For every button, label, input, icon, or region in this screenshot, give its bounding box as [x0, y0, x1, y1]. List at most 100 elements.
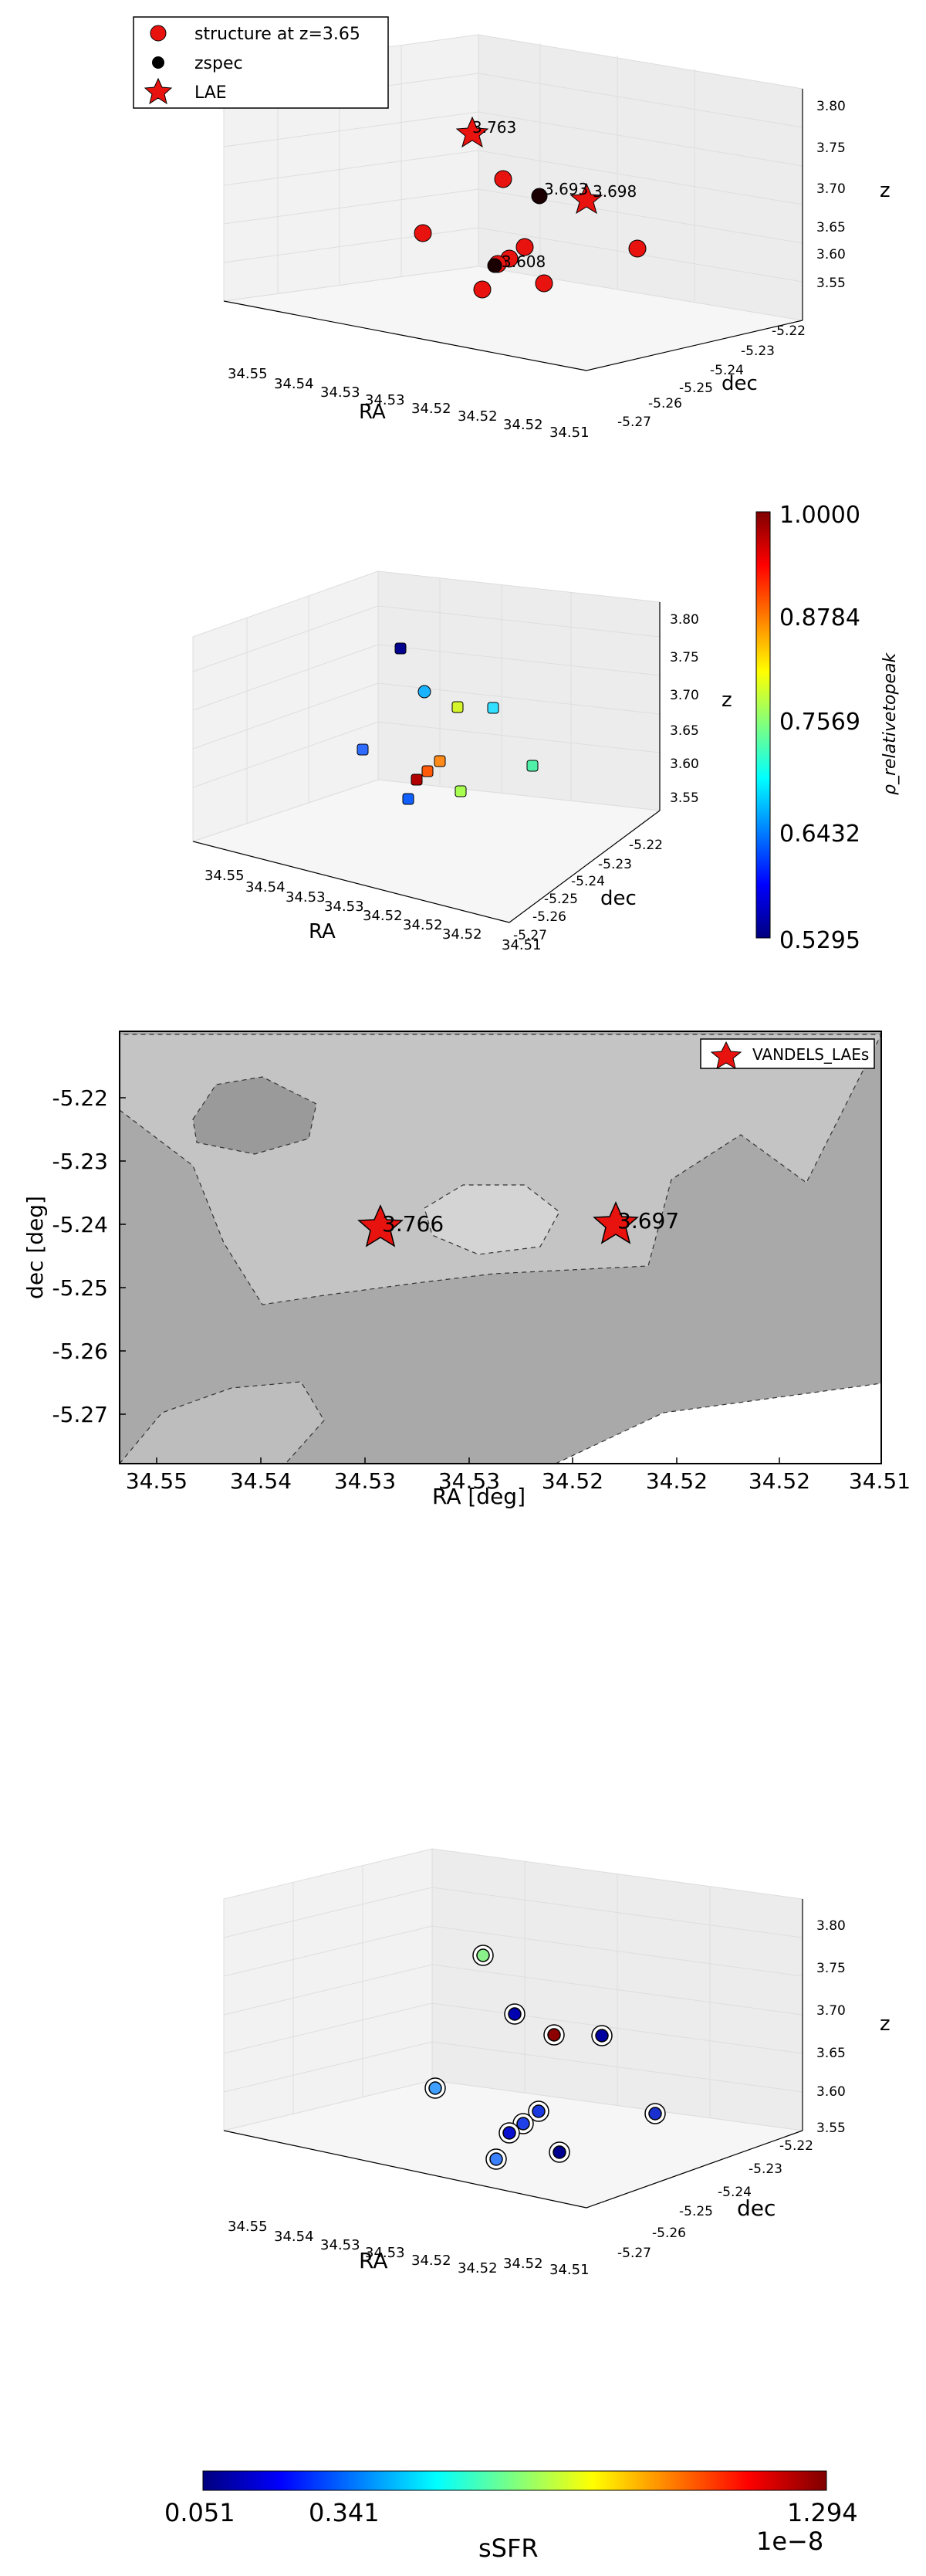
dec-tick: -5.25 — [544, 892, 578, 907]
ra-tick: 34.53 — [320, 384, 360, 401]
ra-tick: 34.52 — [411, 401, 451, 417]
ra-tick: 34.52 — [458, 408, 498, 425]
ra-tick: 34.52 — [363, 908, 403, 924]
density-point — [357, 743, 369, 756]
ra-tick: 34.54 — [245, 879, 286, 895]
panel4-z-label: z — [880, 2012, 891, 2036]
dec-tick: -5.23 — [749, 2161, 782, 2177]
ra-tick: 34.53 — [365, 392, 405, 408]
z-tick: 3.80 — [816, 99, 846, 114]
density-point — [394, 642, 407, 655]
ssfr-point — [424, 2077, 446, 2099]
panel4-z-ticks: 3.80 3.75 3.70 3.65 3.60 3.55 — [816, 1918, 846, 2136]
panel2-z-label: z — [722, 689, 732, 712]
ra-tick: 34.52 — [749, 1468, 810, 1494]
panel1-3d-scatter: structure at z=3.65 zspec LAE 3.80 3.75 … — [133, 16, 891, 441]
density-point — [417, 685, 431, 699]
z-tick: 3.70 — [670, 688, 699, 703]
z-tick: 3.70 — [816, 181, 846, 197]
panel3-xlabel: RA [deg] — [432, 1484, 526, 1509]
dec-tick: -5.25 — [679, 2204, 713, 2219]
dec-tick: -5.26 — [648, 396, 682, 411]
ra-tick: 34.54 — [274, 376, 314, 392]
density-point — [451, 701, 464, 713]
z-tick: 3.65 — [816, 2046, 846, 2061]
ssfr-tick: 1.294 — [787, 2498, 858, 2527]
structure-point — [414, 224, 432, 242]
legend-lae-label: LAE — [194, 83, 227, 103]
z-tick: 3.65 — [670, 723, 699, 739]
z-tick: 3.80 — [816, 1918, 846, 1934]
legend-label: VANDELS_LAEs — [752, 1045, 869, 1064]
ra-tick: 34.55 — [228, 2219, 268, 2235]
z-tick: 3.60 — [816, 2084, 846, 2100]
z-tick: 3.55 — [816, 2121, 846, 2136]
ra-tick: 34.52 — [542, 1468, 603, 1494]
legend-zspec-marker — [152, 56, 164, 69]
ra-tick: 34.52 — [458, 2260, 498, 2276]
dec-tick: -5.22 — [629, 838, 663, 853]
dec-tick: -5.24 — [710, 363, 744, 378]
panel4-ra-label: RA — [359, 2248, 387, 2273]
ra-tick: 34.55 — [204, 868, 245, 884]
panel2-dec-label: dec — [600, 887, 637, 910]
density-point — [434, 755, 446, 767]
dec-tick: -5.27 — [52, 1402, 108, 1427]
panel3-y-ticks: -5.22 -5.23 -5.24 -5.25 -5.26 -5.27 — [52, 1085, 108, 1427]
legend-lae-marker — [144, 77, 173, 105]
panel1-z-ticks: 3.80 3.75 3.70 3.65 3.60 3.55 — [816, 99, 846, 291]
colorbar-tick: 0.8784 — [779, 604, 860, 631]
z-tick: 3.60 — [816, 247, 846, 262]
zspec-point — [487, 258, 502, 273]
ra-tick: 34.55 — [228, 366, 268, 382]
ra-tick: 34.51 — [549, 2262, 590, 2277]
ra-tick: 34.53 — [324, 899, 364, 915]
density-point — [455, 785, 467, 797]
ra-tick: 34.51 — [849, 1468, 911, 1494]
ssfr-tick: 0.051 — [164, 2498, 235, 2527]
dec-tick: -5.26 — [52, 1339, 108, 1364]
ssfr-point — [549, 2141, 570, 2163]
structure-point — [628, 239, 647, 258]
ra-tick: 34.52 — [503, 2256, 543, 2272]
ra-tick: 34.54 — [230, 1468, 292, 1494]
dec-tick: -5.24 — [571, 874, 605, 889]
density-point — [487, 702, 499, 714]
ra-tick: 34.52 — [503, 417, 543, 433]
dec-tick: -5.25 — [679, 381, 713, 396]
dec-tick: -5.27 — [617, 2246, 651, 2261]
density-point — [411, 773, 423, 786]
dec-tick: -5.26 — [532, 909, 566, 925]
panel2-points — [357, 642, 539, 805]
ra-tick: 34.53 — [286, 889, 326, 905]
ra-tick: 34.53 — [438, 1468, 500, 1494]
panel1-legend: structure at z=3.65 zspec LAE — [133, 16, 389, 109]
point-label: 3.763 — [472, 118, 516, 137]
z-tick: 3.55 — [816, 276, 846, 291]
dec-tick: -5.23 — [52, 1149, 108, 1174]
structure-point — [473, 280, 492, 299]
ssfr-point — [472, 1945, 494, 1966]
ssfr-point — [498, 2122, 520, 2144]
legend-structure-label: structure at z=3.65 — [194, 25, 360, 44]
colorbar-tick: 0.5295 — [779, 927, 860, 954]
lae-point — [569, 182, 603, 215]
dec-tick: -5.22 — [52, 1085, 108, 1111]
lae-star — [593, 1201, 639, 1244]
zspec-point — [531, 188, 548, 205]
lae-star — [357, 1204, 404, 1247]
colorbar-tick: 0.7569 — [779, 709, 860, 736]
dec-tick: -5.24 — [52, 1212, 108, 1237]
structure-point — [535, 274, 553, 293]
panel4-ra-ticks: 34.55 34.54 34.53 34.53 34.52 34.52 34.5… — [228, 2219, 590, 2277]
ssfr-label: sSFR — [478, 2534, 539, 2563]
panel1-dec-ticks: -5.22 -5.23 -5.24 -5.25 -5.26 -5.27 — [617, 323, 806, 430]
ssfr-offset: 1e−8 — [756, 2527, 823, 2556]
ssfr-point — [528, 2100, 549, 2122]
dec-tick: -5.27 — [513, 928, 547, 943]
z-tick: 3.70 — [816, 2003, 846, 2019]
ra-tick: 34.52 — [411, 2253, 451, 2269]
ra-tick: 34.52 — [442, 926, 482, 943]
panel2-axes-box — [191, 570, 661, 923]
panel2-3d-scatter: 3.80 3.75 3.70 3.65 3.60 3.55 z 34.55 34… — [191, 502, 900, 954]
